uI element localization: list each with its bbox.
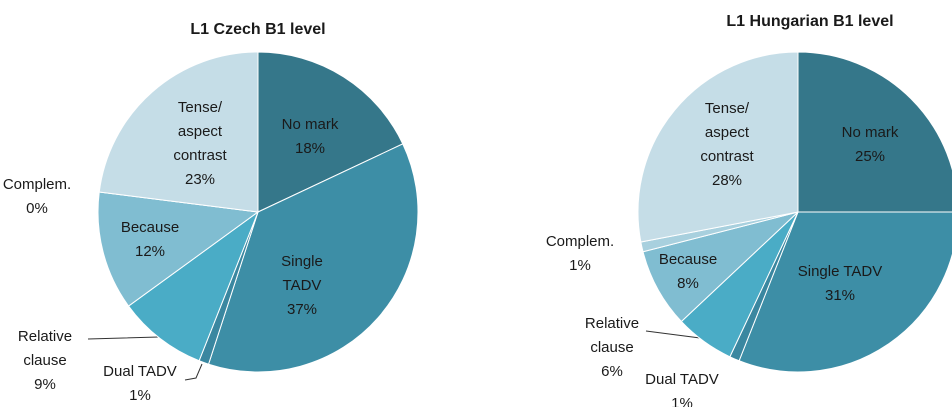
slice-value-label: 8%: [677, 275, 699, 292]
slice-value-label: 0%: [26, 200, 48, 217]
slice-value-label: 1%: [671, 395, 693, 407]
chart-title: L1 Czech B1 level: [190, 21, 325, 38]
slice-value-label: 1%: [569, 257, 591, 274]
slice-label: Complem.: [546, 233, 614, 250]
pie-slice: [127, 210, 260, 362]
slice-value-label: 37%: [287, 301, 317, 318]
slice-value-label: 6%: [601, 363, 623, 380]
slice-value-label: 9%: [34, 376, 56, 393]
slice-label: Single TADV: [281, 253, 323, 294]
pie-slice: [637, 51, 799, 243]
slice-label: Because: [659, 251, 717, 268]
pie-slice: [98, 51, 259, 213]
slice-value-label: 28%: [712, 172, 742, 189]
slice-label: Because: [121, 219, 179, 236]
slice-value-label: 31%: [825, 287, 855, 304]
slice-value-label: 23%: [185, 171, 215, 188]
slice-label: Tense/aspect contrast: [700, 100, 754, 165]
pie-slice: [257, 51, 404, 213]
pie-slice: [738, 211, 952, 373]
leader-line: [184, 363, 203, 381]
slice-label: Dual TADV: [645, 371, 719, 388]
slice-label: Dual TADV: [103, 363, 177, 380]
pie-slice: [797, 51, 952, 213]
slice-value-label: 1%: [129, 387, 151, 404]
slice-label: Tense/aspect contrast: [173, 99, 227, 164]
chart-title: L1 Hungarian B1 level: [726, 13, 893, 30]
pie-slice: [207, 143, 419, 373]
slice-label: Complem.: [3, 176, 71, 193]
pie-slice: [97, 191, 260, 307]
slice-value-label: 18%: [295, 140, 325, 157]
slice-label: No mark: [282, 116, 339, 133]
slice-value-label: 25%: [855, 148, 885, 165]
slice-label: No mark: [842, 124, 899, 141]
slice-label: Relative clause: [18, 328, 72, 369]
slice-value-label: 12%: [135, 243, 165, 260]
slice-label: Single TADV: [798, 263, 883, 280]
slice-label: Relative clause: [585, 315, 639, 356]
